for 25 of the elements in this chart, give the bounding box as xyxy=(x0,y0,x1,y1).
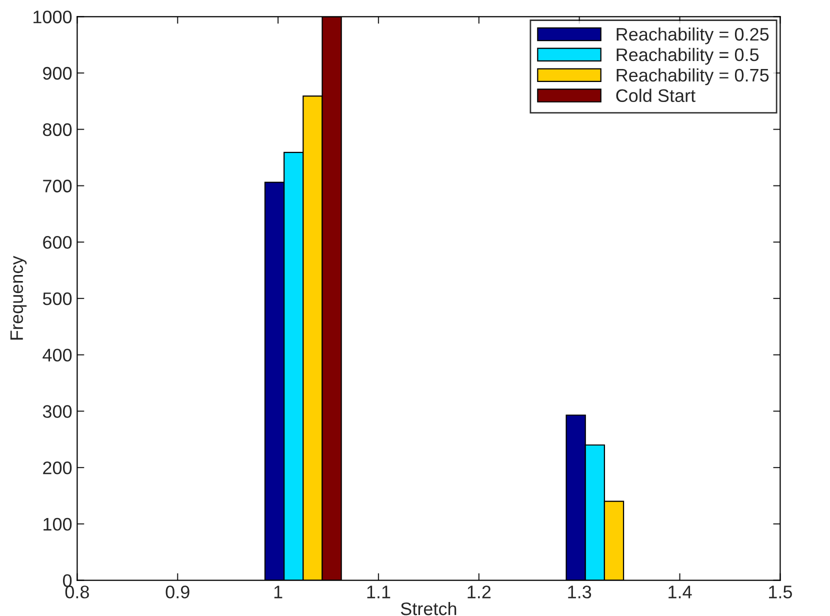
y-tick-label: 100 xyxy=(44,518,72,531)
legend-label: Cold Start xyxy=(616,88,696,102)
y-tick-label: 200 xyxy=(43,461,72,474)
x-tick-label: 1 xyxy=(274,586,282,598)
y-tick-label: 300 xyxy=(42,405,72,418)
x-tick-label: 1.4 xyxy=(668,586,692,598)
x-tick-label: 1.5 xyxy=(769,586,792,598)
x-tick-label: 0.8 xyxy=(65,586,89,598)
legend-label: Reachability = 0.5 xyxy=(616,48,759,65)
x-tick-label: 1.1 xyxy=(367,586,390,598)
y-tick-label: 0 xyxy=(62,574,72,587)
y-tick-label: 1000 xyxy=(34,10,72,24)
x-axis-title: Stretch xyxy=(400,602,456,616)
legend-label: Reachability = 0.75 xyxy=(616,68,769,86)
y-tick-label: 500 xyxy=(42,292,72,306)
y-tick-label: 900 xyxy=(43,66,72,80)
x-tick-label: 1.3 xyxy=(568,586,592,598)
y-tick-label: 800 xyxy=(42,123,72,136)
y-axis-title: Frequency xyxy=(10,256,27,340)
x-tick-label: 0.9 xyxy=(166,586,190,598)
y-tick-label: 600 xyxy=(43,236,72,249)
x-tick-label: 1.2 xyxy=(468,586,491,598)
y-tick-label: 400 xyxy=(42,348,72,362)
y-tick-label: 700 xyxy=(43,180,72,192)
legend-label: Reachability = 0.25 xyxy=(616,27,769,44)
